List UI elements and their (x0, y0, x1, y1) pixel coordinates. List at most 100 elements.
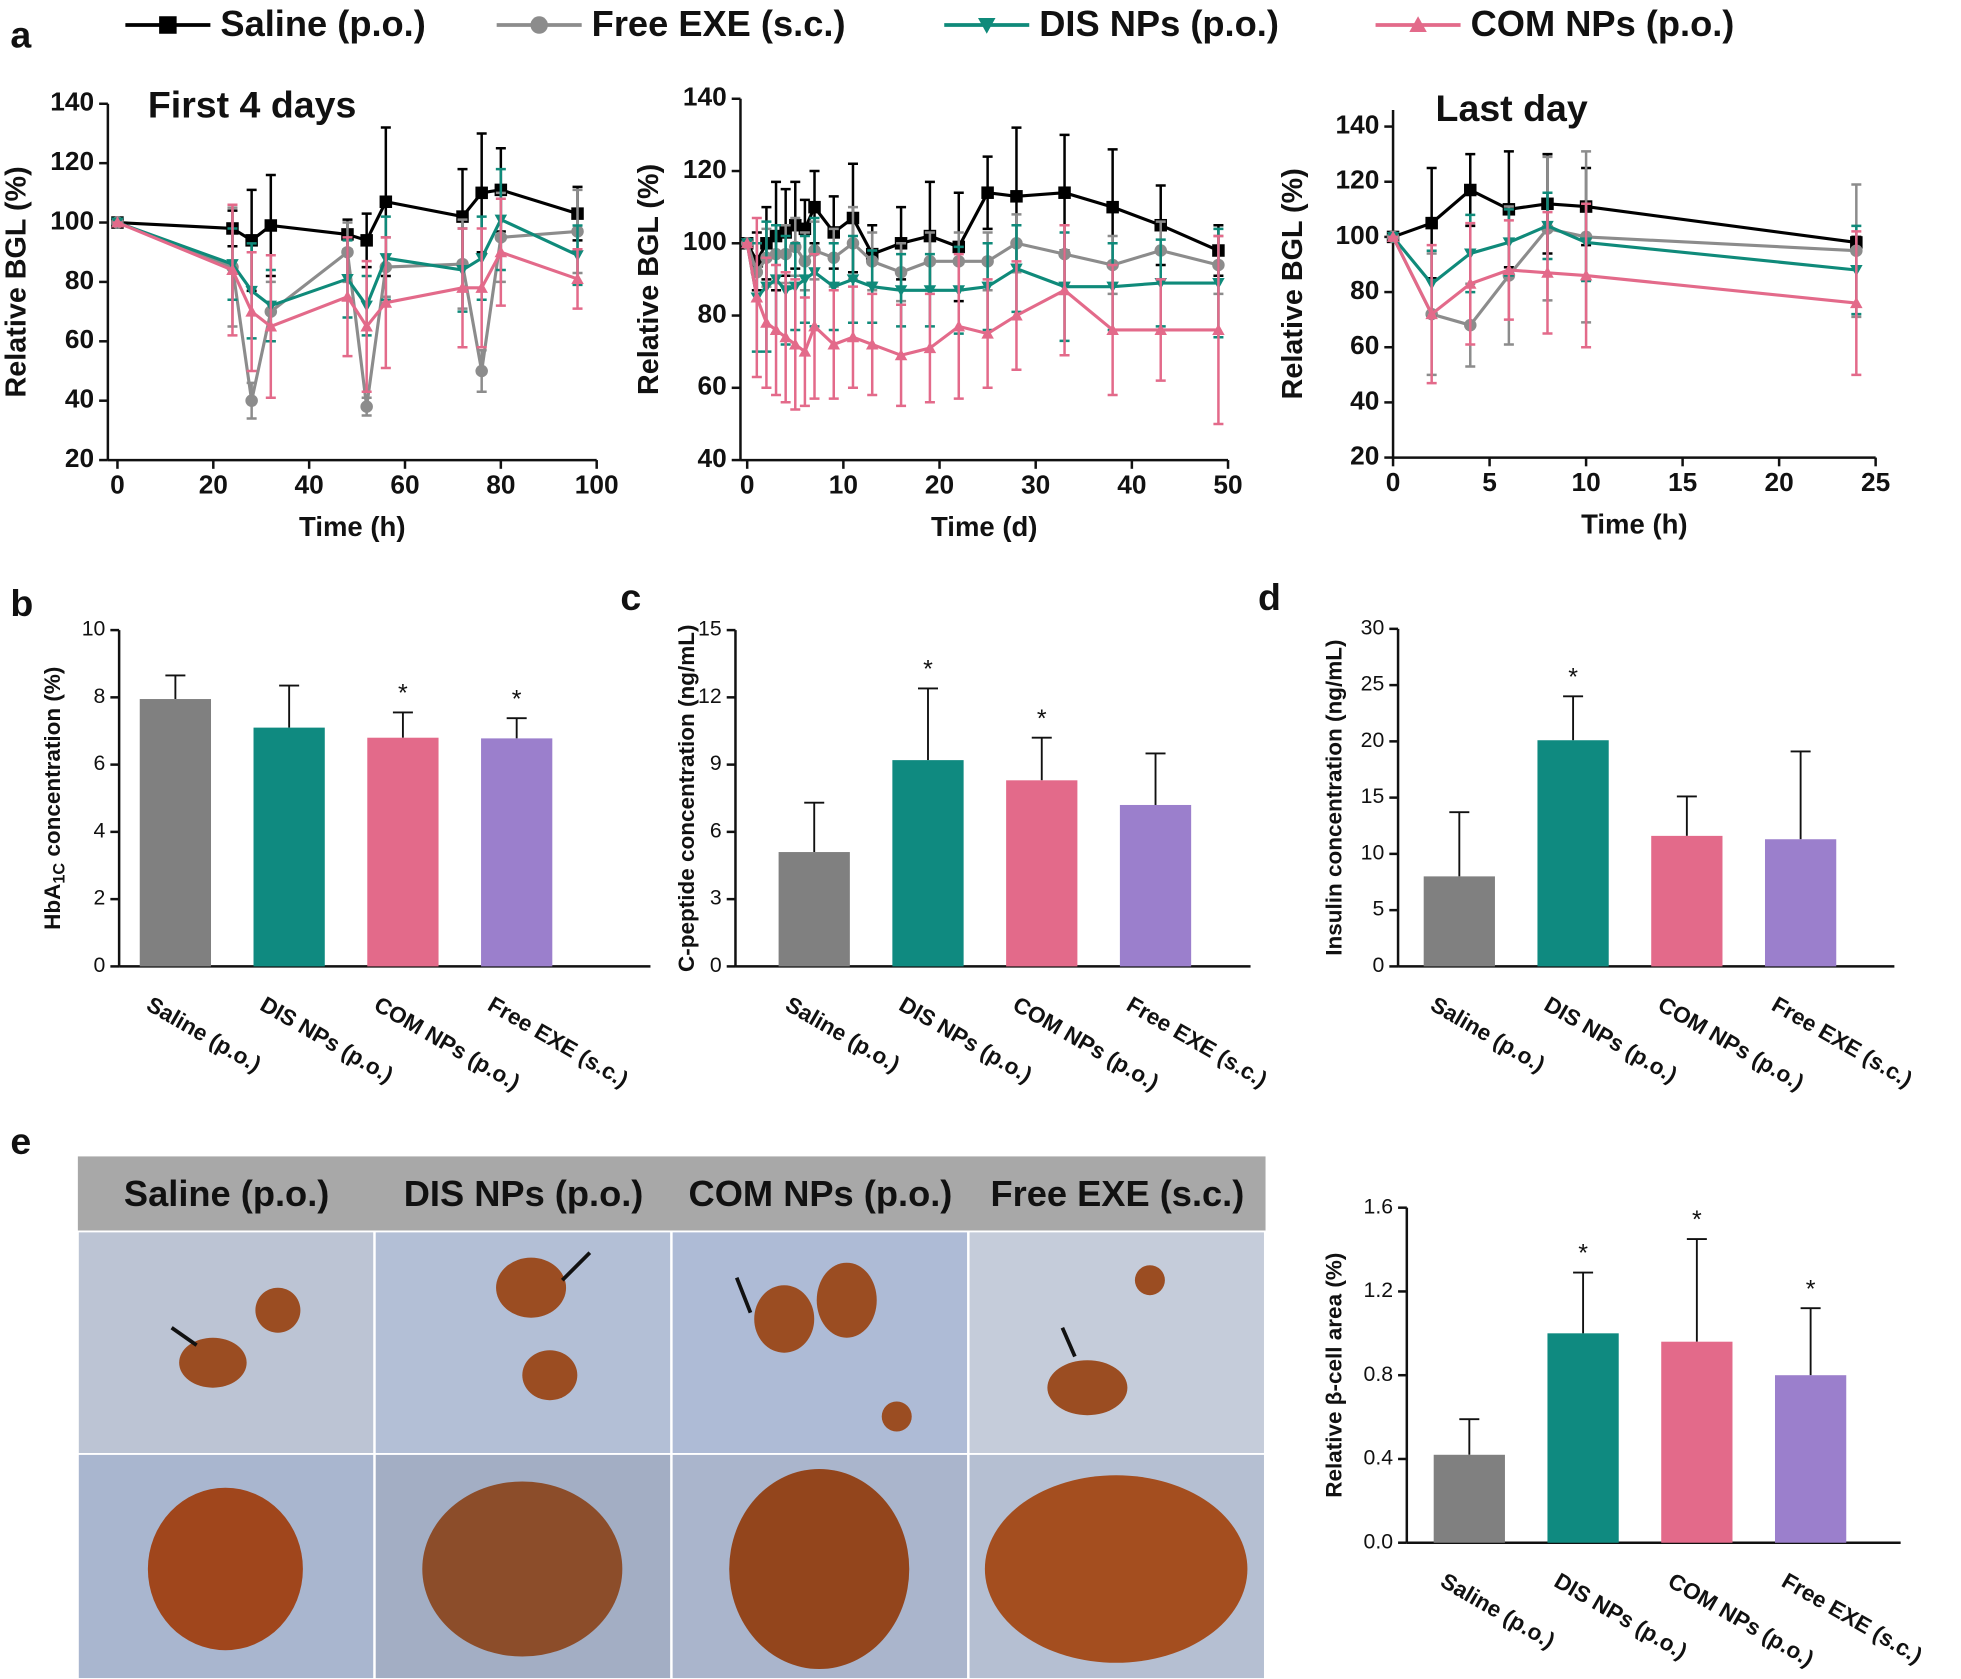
x-tick-label: 30 (1021, 469, 1050, 499)
x-tick-label: Saline (p.o.) (781, 992, 904, 1077)
y-tick-label: 15 (1361, 784, 1385, 808)
y-tick-label: 8 (94, 684, 106, 708)
error-bar (392, 711, 413, 738)
error-bar (1563, 695, 1584, 741)
x-tick-label: 15 (1668, 467, 1697, 497)
marker (475, 364, 488, 378)
y-tick-label: 6 (94, 751, 106, 775)
marker (865, 281, 879, 293)
y-axis-label: Relative BGL (%) (1277, 168, 1309, 399)
marker (952, 320, 966, 332)
marker (341, 290, 354, 302)
marker (475, 281, 488, 293)
marker (1579, 269, 1593, 281)
y-tick-label: 100 (683, 226, 727, 256)
marker (798, 274, 812, 286)
marker (379, 296, 393, 308)
bar (367, 737, 439, 967)
islet-zoom (729, 1468, 910, 1669)
y-tick-label: 1.2 (1364, 1278, 1394, 1302)
marker (245, 394, 258, 407)
significance: * (1037, 705, 1047, 733)
y-tick-label: 60 (65, 324, 94, 354)
y-tick-label: 60 (1350, 330, 1379, 360)
significance: * (1692, 1206, 1702, 1234)
y-tick-label: 60 (698, 371, 727, 401)
error-bar (1449, 811, 1470, 877)
y-tick-label: 40 (698, 443, 727, 473)
y-tick-label: 0.0 (1364, 1529, 1394, 1553)
y-axis-label-sub: 1C (51, 863, 69, 884)
x-tick-label: 0 (1386, 467, 1401, 497)
islet-zoom (147, 1487, 303, 1651)
y-tick-label: 4 (94, 818, 106, 842)
bar (1774, 1375, 1847, 1543)
micrograph (967, 1230, 1266, 1455)
y-tick-label: 100 (1335, 220, 1379, 250)
marker (923, 341, 937, 354)
x-tick-label: Saline (p.o.) (1436, 1568, 1559, 1653)
bar (1547, 1333, 1619, 1543)
marker (571, 272, 584, 284)
y-tick-label: 20 (1350, 441, 1379, 471)
x-axis-label: Time (h) (1581, 509, 1687, 540)
marker (798, 345, 812, 357)
error-bar (1686, 1238, 1707, 1342)
error-bar (1573, 1271, 1594, 1334)
significance: * (923, 655, 933, 683)
marker (1502, 263, 1516, 276)
marker (1425, 216, 1438, 230)
panel-label: a (10, 13, 32, 55)
image-header: DIS NPs (p.o.) (404, 1173, 644, 1214)
marker (1212, 323, 1225, 335)
marker (750, 291, 764, 303)
legend-marker (530, 16, 548, 34)
x-tick-label: 25 (1861, 467, 1890, 497)
islet (496, 1257, 567, 1318)
error-bar (1676, 795, 1697, 836)
marker (1541, 266, 1554, 278)
significance: * (512, 685, 522, 713)
x-axis-label: Time (d) (931, 511, 1037, 542)
x-axis-label: Time (h) (299, 511, 405, 542)
islet (1047, 1360, 1128, 1416)
bar (1651, 835, 1723, 967)
image-header: Free EXE (s.c.) (990, 1173, 1244, 1214)
error-bar (1145, 752, 1166, 805)
significance: * (1578, 1240, 1588, 1268)
y-tick-label: 2 (94, 886, 106, 910)
marker (981, 186, 994, 199)
marker (894, 285, 908, 297)
marker (264, 320, 278, 332)
y-tick-label: 10 (1361, 840, 1385, 864)
arrow (1060, 1326, 1077, 1358)
marker (1464, 183, 1477, 197)
error-bar (1031, 736, 1052, 781)
x-tick-label: 80 (486, 469, 515, 499)
marker (1154, 323, 1167, 335)
bar (1661, 1341, 1733, 1543)
marker (740, 237, 754, 249)
marker (1386, 230, 1400, 242)
histology-panel: Saline (p.o.) DIS NPs (p.o.) COM NPs (p.o.… (76, 1156, 1266, 1679)
y-tick-label: 0.4 (1364, 1446, 1394, 1470)
y-tick-label: 0 (710, 953, 722, 977)
marker (827, 338, 840, 350)
islet (255, 1287, 301, 1333)
image-header: Saline (p.o.) (124, 1173, 329, 1214)
y-tick-label: 100 (50, 205, 94, 235)
y-tick-label: 80 (1350, 275, 1379, 305)
error-bar (917, 687, 938, 761)
y-axis-label: Relative BGL (%) (0, 166, 32, 397)
marker (111, 216, 124, 228)
legend-label: COM NPs (p.o.) (1471, 3, 1735, 44)
micrograph (670, 1230, 969, 1455)
x-tick-label: 20 (1765, 467, 1794, 497)
marker (1058, 186, 1071, 199)
bar (1537, 740, 1609, 967)
x-tick-label: 20 (199, 469, 228, 499)
islet-zoom (422, 1481, 623, 1657)
y-tick-label: 80 (65, 265, 94, 295)
chart-title: Last day (1436, 87, 1588, 129)
